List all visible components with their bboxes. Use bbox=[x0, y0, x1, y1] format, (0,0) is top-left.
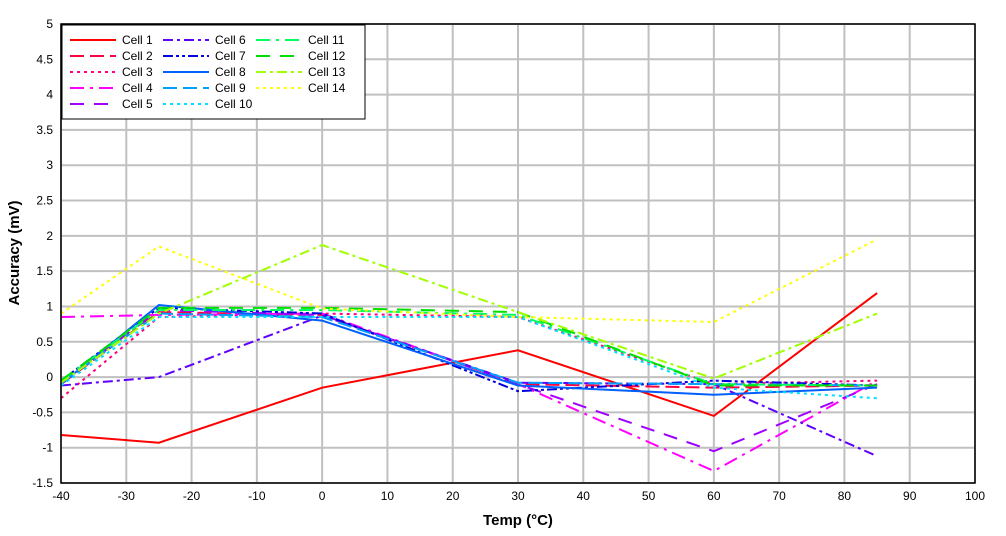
y-tick-label: 3.5 bbox=[36, 123, 53, 137]
legend-label: Cell 1 bbox=[122, 33, 153, 47]
series-line-cell-10 bbox=[60, 316, 878, 400]
x-tick-label: 70 bbox=[772, 489, 786, 503]
x-tick-label: 20 bbox=[446, 489, 460, 503]
legend-label: Cell 6 bbox=[215, 33, 246, 47]
x-tick-label: 50 bbox=[642, 489, 656, 503]
series-line-cell-9 bbox=[60, 312, 878, 387]
series-line-cell-11 bbox=[60, 308, 878, 387]
series-line-cell-7 bbox=[60, 306, 878, 393]
legend-label: Cell 14 bbox=[308, 81, 346, 95]
x-tick-label: 0 bbox=[319, 489, 326, 503]
y-tick-label: 2 bbox=[46, 229, 53, 243]
x-tick-label: 100 bbox=[965, 489, 985, 503]
series-line-cell-8 bbox=[60, 304, 878, 396]
x-tick-label: -30 bbox=[118, 489, 136, 503]
legend-label: Cell 13 bbox=[308, 65, 346, 79]
x-tick-label: 10 bbox=[381, 489, 395, 503]
series-line-cell-1 bbox=[60, 292, 878, 444]
legend-label: Cell 9 bbox=[215, 81, 246, 95]
y-tick-label: 0 bbox=[46, 370, 53, 384]
x-tick-label: -40 bbox=[52, 489, 70, 503]
series-line-cell-5 bbox=[60, 308, 878, 453]
legend-label: Cell 8 bbox=[215, 65, 246, 79]
y-tick-label: -0.5 bbox=[32, 405, 53, 419]
y-tick-label: 3 bbox=[46, 158, 53, 172]
x-tick-label: 90 bbox=[903, 489, 917, 503]
series-line-cell-13 bbox=[60, 243, 878, 384]
y-tick-label: 4.5 bbox=[36, 52, 53, 66]
legend-label: Cell 2 bbox=[122, 49, 153, 63]
legend: Cell 1 Cell 2 Cell 3 Cell 4 Cell 5 Cell 6 Cell… bbox=[61, 24, 366, 120]
legend-label: Cell 10 bbox=[215, 97, 253, 111]
y-tick-label: 2.5 bbox=[36, 194, 53, 208]
y-tick-label: 4 bbox=[46, 88, 53, 102]
legend-label: Cell 11 bbox=[308, 33, 345, 47]
legend-label: Cell 7 bbox=[215, 49, 246, 63]
series-line-cell-3 bbox=[60, 312, 878, 400]
series-lines bbox=[60, 238, 878, 473]
x-tick-label: 40 bbox=[577, 489, 591, 503]
x-tick-label: 30 bbox=[511, 489, 525, 503]
legend-label: Cell 12 bbox=[308, 49, 346, 63]
x-tick-label: -20 bbox=[183, 489, 201, 503]
x-tick-label: -10 bbox=[248, 489, 266, 503]
y-tick-label: -1.5 bbox=[32, 476, 53, 490]
y-tick-label: 1 bbox=[46, 299, 53, 313]
legend-label: Cell 4 bbox=[122, 81, 153, 95]
plot-frame bbox=[60, 23, 976, 484]
tick-labels: -40 -30 -20 -10 0 10 20 30 40 50 60 70 80 90 100-1.5-1… bbox=[32, 17, 985, 503]
x-axis-label: Temp (°C) bbox=[483, 512, 553, 529]
x-tick-label: 80 bbox=[838, 489, 852, 503]
y-tick-label: -1 bbox=[42, 441, 53, 455]
y-tick-label: 0.5 bbox=[36, 335, 53, 349]
y-tick-label: 5 bbox=[46, 17, 53, 31]
series-line-cell-12 bbox=[60, 306, 878, 387]
legend-label: Cell 5 bbox=[122, 97, 153, 111]
legend-label: Cell 3 bbox=[122, 65, 153, 79]
x-tick-label: 60 bbox=[707, 489, 721, 503]
y-axis-label: Accuracy (mV) bbox=[6, 200, 23, 305]
y-tick-label: 1.5 bbox=[36, 264, 53, 278]
series-line-cell-14 bbox=[60, 238, 878, 324]
